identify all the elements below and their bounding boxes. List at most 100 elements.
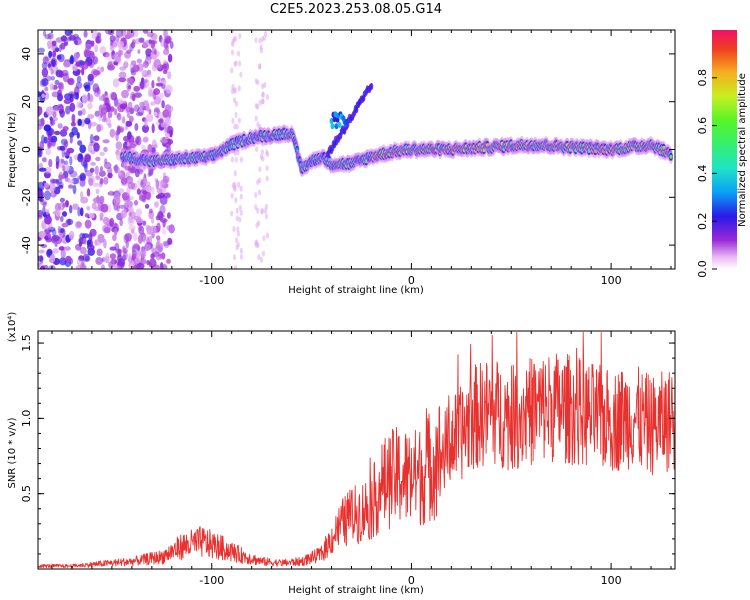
noise-speckle (145, 103, 150, 112)
noise-speckle (149, 208, 153, 214)
noise-speckle (68, 230, 75, 240)
noise-speckle (230, 49, 235, 56)
noise-speckle (235, 237, 239, 244)
noise-speckle (83, 49, 90, 58)
noise-speckle (51, 44, 58, 52)
x-tick-label: 100 (601, 574, 622, 587)
noise-speckle (103, 256, 111, 262)
snr-xlabel: Height of straight line (km) (288, 585, 424, 596)
noise-speckle (109, 217, 115, 228)
noise-speckle (160, 139, 168, 144)
noise-speckle (167, 212, 171, 219)
noise-speckle (100, 107, 108, 115)
noise-speckle (65, 255, 72, 263)
noise-speckle (235, 215, 239, 222)
noise-speckle (159, 204, 166, 215)
noise-speckle (92, 83, 100, 93)
noise-speckle (265, 165, 269, 172)
noise-speckle (79, 178, 86, 187)
noise-speckle (257, 254, 261, 261)
noise-speckle (123, 61, 129, 69)
noise-speckle (70, 121, 76, 127)
noise-speckle (62, 202, 66, 208)
noise-speckle (59, 109, 65, 118)
noise-speckle (126, 131, 132, 140)
noise-speckle (38, 210, 44, 218)
noise-speckle (165, 37, 171, 45)
noise-speckle (138, 225, 145, 235)
noise-speckle (234, 156, 238, 163)
noise-speckle (149, 225, 157, 234)
noise-speckle (134, 123, 139, 131)
noise-speckle (123, 234, 129, 244)
y-tick-label: -20 (20, 188, 33, 206)
noise-speckle (128, 253, 132, 261)
noise-speckle (230, 88, 234, 95)
y-tick-label: 1.5 (20, 334, 33, 352)
noise-speckle (258, 63, 262, 70)
noise-speckle (115, 141, 123, 151)
snr-panel: -100 0 100 0.5 1.0 1.5 Height of straight lin… (7, 312, 676, 596)
noise-speckle (43, 190, 51, 201)
noise-speckle (264, 213, 269, 220)
noise-speckle (133, 104, 140, 112)
noise-speckle (162, 264, 168, 269)
noise-speckle (109, 128, 116, 138)
noise-speckle (136, 188, 141, 195)
noise-speckle (45, 106, 54, 116)
noise-speckle (152, 90, 157, 100)
noise-speckle (72, 184, 77, 195)
noise-speckle (160, 122, 167, 128)
noise-speckle (55, 209, 61, 217)
snr-marks (38, 332, 675, 569)
noise-speckle (84, 117, 91, 125)
noise-speckle (109, 253, 117, 260)
noise-speckle (237, 85, 241, 92)
noise-speckle (150, 253, 155, 260)
noise-speckle (126, 30, 135, 38)
noise-speckle (126, 112, 131, 119)
noise-speckle (258, 37, 262, 44)
ridge-branch (345, 118, 350, 125)
noise-speckle (71, 177, 80, 185)
noise-speckle (87, 73, 94, 82)
noise-speckle (76, 75, 82, 84)
noise-speckle (77, 206, 81, 217)
noise-speckle (57, 225, 61, 233)
snr-series-line (38, 332, 675, 569)
noise-speckle (105, 104, 112, 113)
noise-speckle (58, 174, 65, 180)
x-tick-label: 0 (408, 274, 415, 287)
noise-speckle (254, 37, 258, 44)
noise-speckle (117, 50, 122, 58)
noise-speckle (119, 219, 123, 227)
noise-speckle (157, 211, 164, 221)
noise-speckle (107, 111, 113, 119)
noise-speckle (264, 30, 268, 37)
noise-speckle (160, 252, 166, 260)
noise-speckle (62, 165, 66, 172)
noise-speckle (232, 254, 237, 261)
noise-speckle (116, 125, 121, 135)
noise-speckle (96, 248, 103, 257)
figure-title: C2E5.2023.253.08.05.G14 (270, 2, 442, 17)
noise-speckle (95, 156, 101, 162)
noise-speckle (117, 102, 121, 111)
noise-speckle (107, 172, 113, 179)
noise-speckle (75, 61, 81, 67)
noise-speckle (80, 191, 84, 199)
noise-speckle (42, 206, 46, 216)
noise-speckle (135, 250, 142, 258)
y-tick-label: 20 (20, 95, 33, 109)
noise-speckle (156, 222, 161, 233)
noise-speckle (133, 243, 140, 250)
noise-speckle (81, 94, 88, 104)
noise-speckle (46, 40, 54, 47)
noise-speckle (99, 177, 104, 185)
noise-speckle (82, 233, 90, 239)
noise-speckle (166, 225, 172, 231)
snr-ticks: -100 0 100 0.5 1.0 1.5 (20, 331, 675, 587)
colorbar-tick-label: 0.2 (696, 212, 709, 230)
noise-speckle (145, 190, 151, 201)
noise-speckle (94, 44, 98, 53)
